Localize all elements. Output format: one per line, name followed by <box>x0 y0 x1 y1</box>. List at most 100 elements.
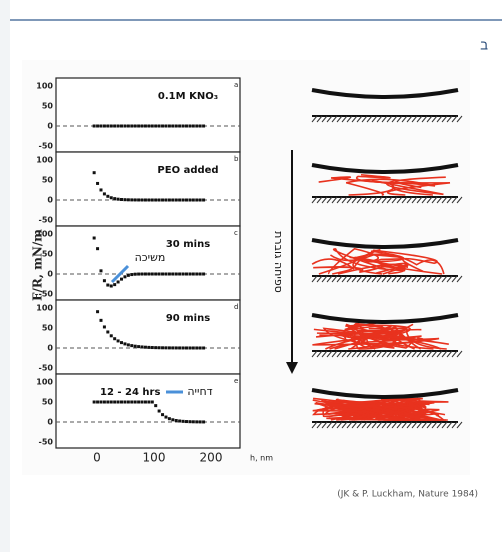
curve-dot <box>188 346 191 349</box>
curve-dot <box>134 273 137 276</box>
curve-dot <box>120 341 123 344</box>
y-tick-label: 0 <box>47 270 53 279</box>
curve-dot <box>130 198 133 201</box>
curve-dot <box>202 420 205 423</box>
curve-dot <box>123 342 126 345</box>
panel-frame <box>56 152 240 226</box>
page: ב (JK & P. Luckham, Nature 1984) 100500-… <box>0 0 502 552</box>
curve-dot <box>137 273 140 276</box>
curve-dot <box>141 198 144 201</box>
curve-dot <box>175 198 178 201</box>
curve-dot <box>154 198 157 201</box>
curve-dot <box>199 273 202 276</box>
curve-dot <box>99 401 102 404</box>
curve-dot <box>195 346 198 349</box>
curve-dot <box>110 196 113 199</box>
curve-dot <box>106 284 109 287</box>
curve-dot <box>171 346 174 349</box>
curve-dot <box>147 346 150 349</box>
curve-dot <box>147 401 150 404</box>
curve-dot <box>199 420 202 423</box>
curve-dot <box>141 345 144 348</box>
side-strip <box>0 0 10 552</box>
curve-dot <box>164 273 167 276</box>
y-tick-label: 100 <box>36 304 53 313</box>
curve-dot <box>151 346 154 349</box>
curve-dot <box>178 198 181 201</box>
curve-dot <box>164 346 167 349</box>
curve-dot <box>93 401 96 404</box>
curve-dot <box>103 325 106 328</box>
panel-frame <box>56 300 240 374</box>
curve-dot <box>202 273 205 276</box>
panel-letter: c <box>234 229 238 237</box>
curve-dot <box>99 125 102 128</box>
y-tick-label: 0 <box>47 122 53 131</box>
curve-dot <box>161 273 164 276</box>
curve-dot <box>171 198 174 201</box>
attraction-label: משיכה <box>135 251 166 264</box>
curve-dot <box>168 417 171 420</box>
repulsion-label: דחייה <box>187 385 212 398</box>
curve-dot <box>158 346 161 349</box>
curve-dot <box>127 274 130 277</box>
y-tick-label: -50 <box>39 216 54 225</box>
panel-label: 30 mins <box>166 239 210 250</box>
panel-label: 90 mins <box>166 313 210 324</box>
curve-dot <box>161 198 164 201</box>
curve-dot <box>154 273 157 276</box>
curve-dot <box>154 404 157 407</box>
curve-dot <box>110 285 113 288</box>
curve-dot <box>123 275 126 278</box>
curve-dot <box>93 237 96 240</box>
curve-dot <box>178 273 181 276</box>
curve-dot <box>103 125 106 128</box>
curve-dot <box>93 125 96 128</box>
curve-dot <box>144 346 147 349</box>
curve-dot <box>151 198 154 201</box>
curve-dot <box>178 125 181 128</box>
curve-dot <box>120 125 123 128</box>
curve-dot <box>182 125 185 128</box>
curve-dot <box>141 125 144 128</box>
curve-dot <box>96 310 99 313</box>
curve-dot <box>110 401 113 404</box>
x-tick-label: 100 <box>143 451 166 465</box>
curve-dot <box>178 346 181 349</box>
curve-dot <box>175 346 178 349</box>
y-tick-label: 0 <box>47 196 53 205</box>
curve-dot <box>168 273 171 276</box>
curve-dot <box>147 273 150 276</box>
curve-dot <box>192 420 195 423</box>
curve-dot <box>151 125 154 128</box>
curve-dot <box>199 199 202 202</box>
curve-dot <box>113 197 116 200</box>
y-tick-label: 50 <box>42 102 54 111</box>
panel-letter: d <box>234 303 238 311</box>
curve-dot <box>168 198 171 201</box>
curve-dot <box>182 273 185 276</box>
curve-dot <box>106 195 109 198</box>
panel-letter: b <box>234 155 239 163</box>
curve-dot <box>144 401 147 404</box>
curve-dot <box>144 125 147 128</box>
curve-dot <box>134 198 137 201</box>
curve-dot <box>113 337 116 340</box>
y-tick-label: 100 <box>36 378 53 387</box>
curve-dot <box>106 401 109 404</box>
curve-dot <box>147 125 150 128</box>
curve-dot <box>154 125 157 128</box>
curve-dot <box>117 401 120 404</box>
x-axis-label: h, nm <box>250 454 273 463</box>
caption: (JK & P. Luckham, Nature 1984) <box>337 490 478 500</box>
curve-dot <box>195 420 198 423</box>
curve-dot <box>113 283 116 286</box>
curve-dot <box>127 198 130 201</box>
curve-dot <box>202 199 205 202</box>
curve-dot <box>130 125 133 128</box>
curve-dot <box>188 125 191 128</box>
curve-dot <box>171 125 174 128</box>
y-axis-label: F/R, mN/m <box>31 229 45 301</box>
curve-dot <box>199 125 202 128</box>
curve-dot <box>171 418 174 421</box>
